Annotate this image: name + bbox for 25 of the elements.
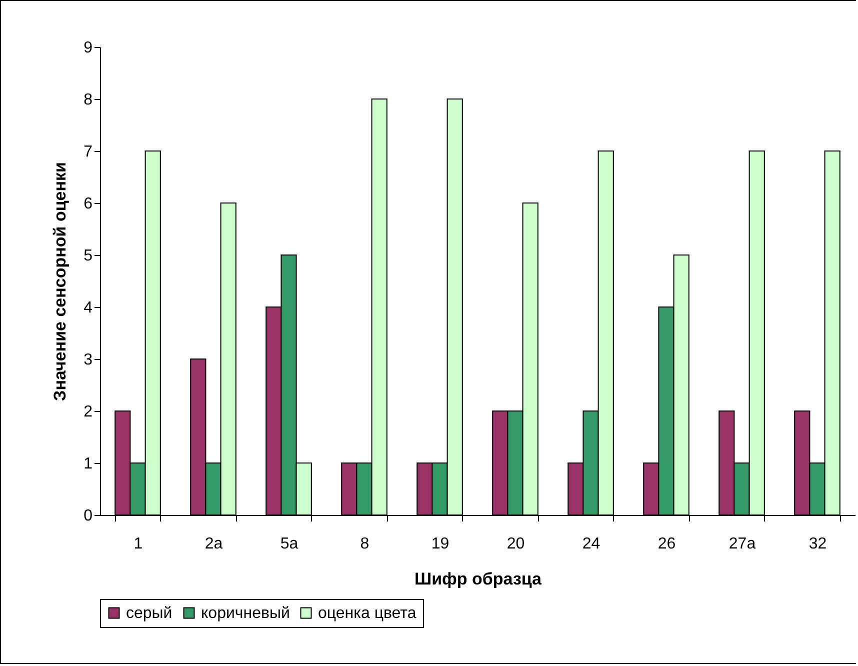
x-axis-title: Шифр образца xyxy=(414,570,542,588)
y-tick-label: 8 xyxy=(84,92,93,108)
x-tick-label: 19 xyxy=(431,536,450,552)
legend-label: оценка цвета xyxy=(318,605,416,622)
y-tick-label: 3 xyxy=(84,352,93,368)
y-tick-label: 4 xyxy=(84,300,93,316)
y-tick-label: 1 xyxy=(84,456,93,472)
y-tick-label: 5 xyxy=(84,248,93,264)
y-tick-label: 7 xyxy=(84,144,93,160)
y-tick-label: 9 xyxy=(84,40,93,56)
y-tick-label: 0 xyxy=(84,508,93,524)
y-tick-label: 2 xyxy=(84,404,93,420)
x-tick-label: 8 xyxy=(360,536,370,552)
x-tick-label: 2а xyxy=(204,536,223,552)
x-tick-label: 20 xyxy=(506,536,525,552)
x-tick-label: 1 xyxy=(134,536,143,552)
y-tick-label: 6 xyxy=(84,196,93,212)
x-tick-label: 32 xyxy=(808,536,827,552)
y-axis-title: Значение сенсорной оценки xyxy=(50,162,70,401)
legend-label: серый xyxy=(126,605,172,622)
x-tick-label: 24 xyxy=(582,536,600,552)
legend-label: коричневый xyxy=(201,605,290,622)
x-tick-label: 26 xyxy=(658,536,676,552)
x-tick-label: 5а xyxy=(280,536,298,552)
x-tick-label: 27а xyxy=(728,536,756,552)
